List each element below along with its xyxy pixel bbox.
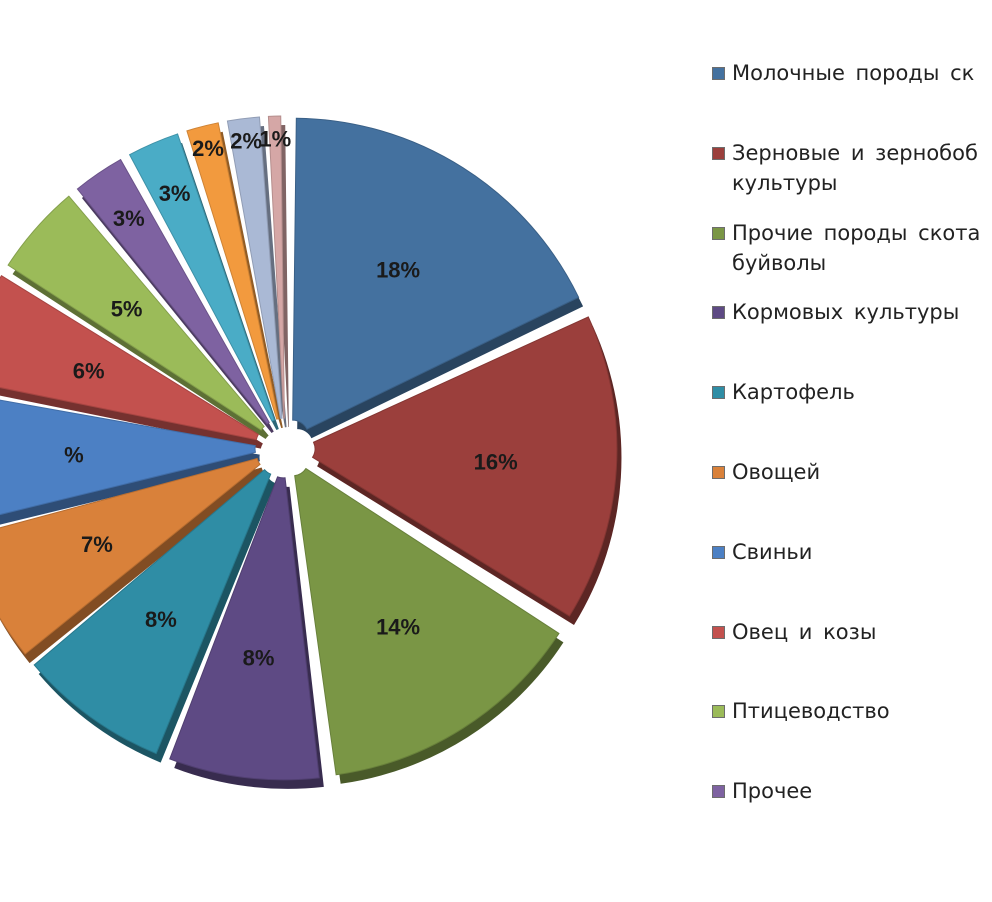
- pie-data-label: 2%: [230, 129, 262, 154]
- pie-slice: [0, 275, 260, 441]
- legend-label: Картофель: [732, 380, 855, 404]
- pie-data-label: 1%: [259, 126, 291, 151]
- legend-label: Прочие породы скота буйволы: [732, 221, 981, 275]
- pie-data-label: 16%: [474, 449, 518, 474]
- pie-data-label: 2%: [192, 136, 224, 161]
- pie-data-label: 3%: [113, 206, 145, 231]
- pie-data-label: %: [64, 443, 84, 468]
- pie-data-label: 5%: [111, 296, 143, 321]
- legend-label: Птицеводство: [732, 699, 890, 723]
- legend-swatch: [712, 227, 725, 240]
- pie-slice: [76, 158, 270, 425]
- pie-slice: [311, 316, 618, 617]
- legend-swatch: [712, 626, 725, 639]
- pie-data-label: 14%: [376, 614, 420, 639]
- legend-swatch: [712, 386, 725, 399]
- pie-slice: [186, 122, 279, 420]
- legend-swatch: [712, 466, 725, 479]
- pie-slice: [292, 117, 580, 430]
- legend-item: Зерновые и зернобоб культуры: [712, 138, 992, 198]
- pie-data-label: 8%: [243, 646, 275, 671]
- pie-slice: [169, 476, 320, 781]
- legend-label: Овец и козы: [732, 620, 877, 644]
- legend-item: Птицеводство: [712, 696, 992, 726]
- legend-swatch: [712, 306, 725, 319]
- pie-slices-layer: [0, 115, 618, 781]
- legend-label: Овощей: [732, 460, 821, 484]
- legend-item: Овощей: [712, 457, 992, 487]
- legend-swatch: [712, 147, 725, 160]
- pie-slice: [33, 468, 272, 755]
- legend-label: Зерновые и зернобоб культуры: [732, 141, 978, 195]
- legend-item: Кормовых культуры: [712, 297, 992, 327]
- pie-data-label: 6%: [73, 358, 105, 383]
- pie-slice: [0, 457, 261, 655]
- legend-label: Прочее: [732, 779, 813, 803]
- legend-item: Прочее: [712, 776, 992, 806]
- pie-slice: [7, 195, 265, 431]
- legend-label: Молочные породы ск: [732, 61, 975, 85]
- pie-data-label: 3%: [159, 181, 191, 206]
- legend-item: Картофель: [712, 377, 992, 407]
- legend-label: Кормовых культуры: [732, 300, 960, 324]
- pie-data-label: 7%: [81, 532, 113, 557]
- pie-slice: [128, 133, 275, 422]
- pie-slice: [0, 399, 257, 516]
- legend-label: Свиньи: [732, 540, 813, 564]
- pie-slice: [226, 116, 283, 419]
- pie-labels-layer: 18%16%14%8%8%7%%6%5%3%3%2% 2%1%: [64, 126, 518, 670]
- legend-swatch: [712, 785, 725, 798]
- legend-item: Молочные породы ск: [712, 58, 992, 88]
- legend-swatch: [712, 546, 725, 559]
- legend-swatch: [712, 67, 725, 80]
- legend-item: Свиньи: [712, 537, 992, 567]
- legend-item: Прочие породы скота буйволы: [712, 218, 992, 278]
- pie-data-label: 18%: [376, 258, 420, 283]
- legend-item: Овец и козы: [712, 617, 992, 647]
- pie-slice: [294, 467, 560, 776]
- pie-slice: [267, 115, 285, 419]
- pie-data-label: 8%: [145, 607, 177, 632]
- legend-swatch: [712, 705, 725, 718]
